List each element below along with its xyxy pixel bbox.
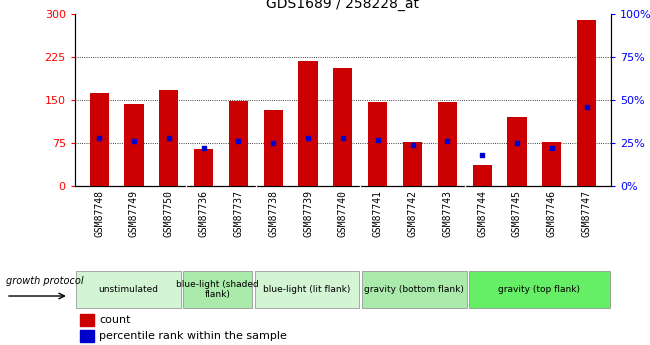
Text: GSM87744: GSM87744: [477, 190, 487, 237]
Bar: [508, 117, 526, 186]
Point: [164, 135, 174, 141]
Bar: [368, 102, 387, 186]
Bar: [403, 142, 422, 186]
Text: GSM87748: GSM87748: [94, 190, 104, 237]
Text: blue-light (shaded
flank): blue-light (shaded flank): [176, 280, 259, 299]
Point: [94, 135, 104, 141]
Point: [442, 139, 452, 144]
Point: [233, 139, 244, 144]
FancyBboxPatch shape: [183, 271, 252, 308]
Text: count: count: [99, 315, 131, 325]
Bar: [80, 330, 94, 342]
Text: GSM87736: GSM87736: [199, 190, 209, 237]
Bar: [229, 101, 248, 186]
Point: [408, 142, 418, 148]
Text: GSM87739: GSM87739: [303, 190, 313, 237]
Text: GSM87741: GSM87741: [372, 190, 383, 237]
FancyBboxPatch shape: [255, 271, 359, 308]
Bar: [298, 61, 318, 186]
Bar: [90, 93, 109, 186]
Bar: [542, 142, 562, 186]
Bar: [437, 102, 457, 186]
Text: GSM87749: GSM87749: [129, 190, 139, 237]
Bar: [194, 149, 213, 186]
Text: GSM87745: GSM87745: [512, 190, 522, 237]
FancyBboxPatch shape: [469, 271, 610, 308]
Text: gravity (bottom flank): gravity (bottom flank): [365, 285, 464, 294]
Text: GSM87740: GSM87740: [338, 190, 348, 237]
Bar: [333, 68, 352, 186]
FancyBboxPatch shape: [362, 271, 467, 308]
Text: growth protocol: growth protocol: [6, 276, 84, 286]
Point: [477, 152, 488, 158]
FancyBboxPatch shape: [76, 271, 181, 308]
Point: [581, 104, 592, 110]
Text: GSM87742: GSM87742: [408, 190, 417, 237]
Text: GSM87737: GSM87737: [233, 190, 243, 237]
Text: blue-light (lit flank): blue-light (lit flank): [263, 285, 351, 294]
Point: [512, 140, 522, 146]
Text: percentile rank within the sample: percentile rank within the sample: [99, 332, 287, 341]
Bar: [264, 110, 283, 186]
Text: GSM87750: GSM87750: [164, 190, 174, 237]
Point: [268, 140, 278, 146]
Bar: [577, 20, 596, 186]
Point: [198, 146, 209, 151]
Bar: [80, 314, 94, 326]
Bar: [473, 165, 492, 186]
Bar: [159, 90, 178, 186]
Text: GSM87747: GSM87747: [582, 190, 592, 237]
Text: GSM87738: GSM87738: [268, 190, 278, 237]
Text: unstimulated: unstimulated: [98, 285, 159, 294]
Text: GSM87743: GSM87743: [443, 190, 452, 237]
Text: GSM87746: GSM87746: [547, 190, 557, 237]
Point: [303, 135, 313, 141]
Point: [338, 135, 348, 141]
Text: gravity (top flank): gravity (top flank): [499, 285, 580, 294]
Point: [372, 137, 383, 142]
Title: GDS1689 / 258228_at: GDS1689 / 258228_at: [266, 0, 419, 11]
Point: [547, 146, 557, 151]
Point: [129, 139, 139, 144]
Bar: [124, 104, 144, 186]
